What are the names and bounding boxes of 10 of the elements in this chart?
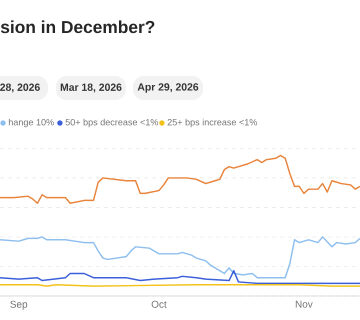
x-tick-label: Nov [296,300,313,308]
legend-label: 25+ bps increase <1% [168,118,258,128]
chart-title: sion in December? [0,20,154,34]
x-tick-label: Oct [152,300,167,308]
legend-label: 50+ bps decrease <1% [66,118,158,128]
legend-label: hange 10% [8,118,54,128]
x-tick-label: Sep [10,300,28,310]
text: Apr 29, 2026 [138,83,198,93]
text: 28, 2026 [0,84,40,92]
text: Mar 18, 2026 [60,84,122,92]
